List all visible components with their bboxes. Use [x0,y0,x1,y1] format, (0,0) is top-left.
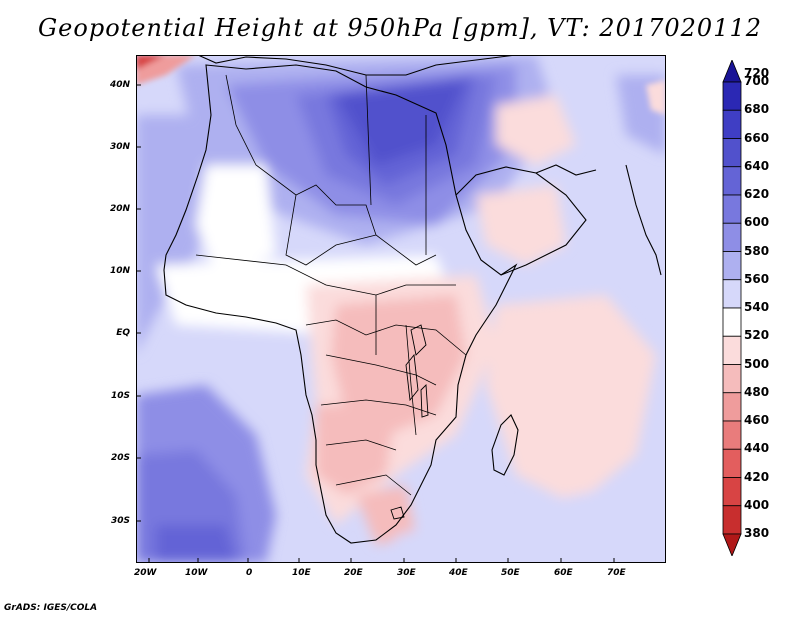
lon-tick-label: 40E [449,568,468,578]
lat-tick-label: 20N [109,204,130,214]
colorbar-swatch [722,81,742,111]
lon-tick-label: 10W [185,568,208,578]
colorbar-swatch [722,138,742,168]
colorbar-swatch [722,364,742,394]
credit-text: GrADS: IGES/COLA [4,603,98,613]
colorbar-label: 460 [744,413,770,427]
colorbar-swatch [722,392,742,422]
lon-tick-label: 60E [554,568,573,578]
lon-tick-label: 20W [134,568,157,578]
map-title: Geopotential Height at 950hPa [gpm], VT:… [38,14,762,42]
colorbar-swatch [722,533,742,556]
tick-marks [136,84,615,563]
colorbar-label: 560 [744,271,770,286]
colorbar-label: 520 [744,328,770,343]
colorbar-swatch [722,194,742,224]
colorbar-swatch [722,279,742,309]
colorbar-label: 580 [744,243,770,258]
colorbar-label: 600 [744,215,770,230]
colorbar-label: 640 [744,158,770,173]
colorbar-swatch [722,477,742,507]
lat-tick-label: 30N [109,142,130,152]
colorbar [722,60,742,556]
map-panel [136,55,666,563]
colorbar-label: 440 [744,441,770,456]
colorbar-label: 680 [744,102,770,117]
colorbar-swatch [722,335,742,365]
colorbar-label: 400 [744,497,770,512]
lat-tick-label: 30S [110,516,130,526]
lon-tick-label: 20E [344,568,363,578]
colorbar-label: 700 [744,74,770,88]
colorbar-label: 380 [744,526,770,540]
colorbar-label: 660 [744,130,770,145]
height-field [136,55,666,563]
lat-tick-label: EQ [116,328,130,338]
lat-tick-label: 20S [110,453,130,463]
lon-tick-label: 30E [397,568,416,578]
map-border [136,55,666,563]
colorbar-label: 480 [744,384,770,399]
colorbar-swatch [722,420,742,450]
colorbar-swatch [722,307,742,337]
coastlines [163,55,662,544]
colorbar-swatch [722,109,742,139]
lon-tick-label: 70E [607,568,626,578]
lon-tick-label: 0 [246,568,253,578]
colorbar-label: 420 [744,469,770,484]
lat-tick-label: 40N [109,80,130,90]
colorbar-swatch [722,251,742,281]
colorbar-swatch [722,505,742,535]
colorbar-swatch [722,60,742,83]
lon-tick-label: 10E [292,568,311,578]
lon-tick-label: 50E [501,568,520,578]
colorbar-label: 620 [744,187,770,201]
colorbar-swatch [722,166,742,196]
colorbar-swatch [722,222,742,252]
lat-tick-label: 10S [110,391,130,401]
colorbar-swatch [722,448,742,478]
colorbar-label: 500 [744,356,770,371]
colorbar-label: 540 [744,300,770,314]
lat-tick-label: 10N [109,266,130,276]
colorbar-label: 720 [744,66,770,80]
